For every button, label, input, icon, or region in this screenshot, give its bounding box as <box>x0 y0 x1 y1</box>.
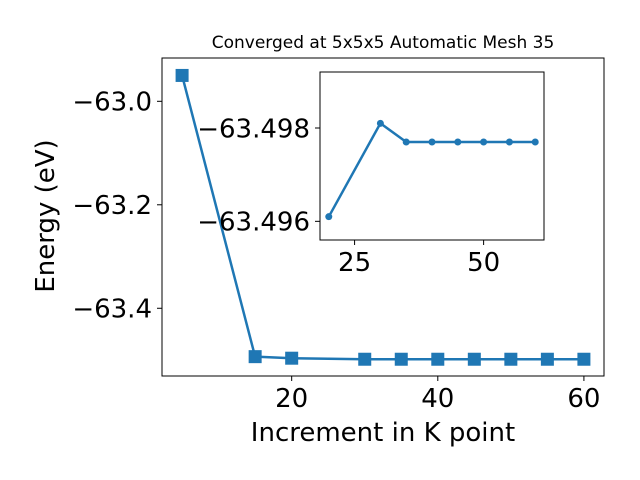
inset-plot: 25 50 −63.498 −63.496 <box>197 71 545 278</box>
inset-series-line <box>327 122 536 218</box>
x-axis-label: Increment in K point <box>251 418 515 448</box>
data-point <box>577 352 591 366</box>
inset-x-tick-label: 25 <box>338 248 371 278</box>
data-point <box>358 352 372 366</box>
chart-title: Converged at 5x5x5 Automatic Mesh 35 <box>212 33 555 53</box>
x-tick-label: 20 <box>275 384 308 414</box>
data-point <box>540 352 554 366</box>
data-point <box>394 352 408 366</box>
inset-x-tick-label: 50 <box>467 248 500 278</box>
inset-data-point <box>454 138 462 146</box>
data-point <box>467 352 481 366</box>
inset-plot-frame <box>319 71 545 241</box>
inset-data-point <box>505 138 513 146</box>
series-line <box>180 75 584 361</box>
inset-y-tick-label: −63.496 <box>197 208 310 238</box>
inset-data-point <box>531 138 539 146</box>
y-tick-label: −63.4 <box>72 295 152 325</box>
inset-data-point <box>402 138 410 146</box>
y-tick-label: −63.2 <box>72 191 152 221</box>
y-axis-label: Energy (eV) <box>31 139 61 292</box>
inset-data-point <box>480 138 488 146</box>
data-point <box>504 352 518 366</box>
x-tick-label: 60 <box>567 384 600 414</box>
inset-data-point <box>376 119 384 127</box>
data-point <box>175 68 189 82</box>
data-point <box>285 351 299 365</box>
data-point <box>248 350 262 364</box>
y-tick-label: −63.0 <box>72 88 152 118</box>
data-point <box>431 352 445 366</box>
x-tick-label: 40 <box>421 384 454 414</box>
inset-y-tick-label: −63.498 <box>197 114 310 144</box>
inset-data-point <box>428 138 436 146</box>
inset-data-point <box>325 213 333 221</box>
